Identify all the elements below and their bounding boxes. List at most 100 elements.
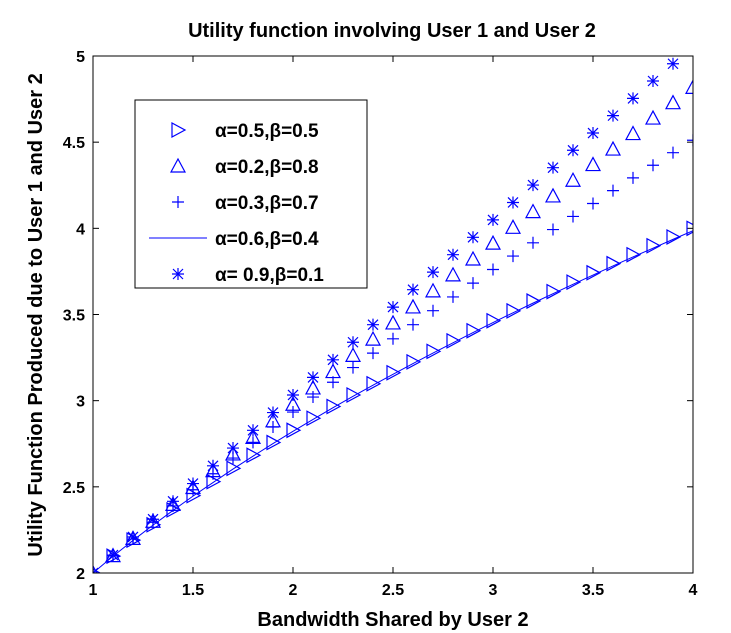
data-point	[467, 277, 479, 290]
data-point	[426, 343, 442, 360]
data-point	[546, 283, 562, 300]
plot-frame	[92, 55, 694, 574]
data-point	[666, 228, 682, 245]
y-tick-label: 5	[76, 49, 85, 66]
data-point	[604, 140, 622, 156]
data-point	[267, 406, 279, 419]
legend-label: α=0.2,β=0.8	[215, 157, 319, 178]
data-point	[627, 92, 639, 105]
data-point	[584, 156, 602, 172]
legend-label: α=0.5,β=0.5	[215, 121, 319, 142]
legend-label: α=0.3,β=0.7	[215, 193, 319, 214]
series-4	[93, 230, 693, 573]
x-tick-label: 4	[689, 582, 698, 599]
chart-title: Utility function involving User 1 and Us…	[188, 20, 596, 42]
data-point	[387, 332, 399, 345]
series-layer	[93, 41, 699, 573]
data-point	[147, 513, 159, 526]
data-point	[424, 282, 442, 298]
data-point	[484, 234, 502, 250]
data-point	[267, 421, 279, 434]
data-point	[207, 459, 219, 472]
data-point	[306, 410, 322, 427]
data-point	[327, 353, 339, 366]
data-point	[466, 322, 482, 339]
y-tick-label: 2	[76, 566, 85, 583]
data-point	[667, 57, 679, 70]
y-axis-label: Utility Function Produced due to User 1 …	[25, 73, 47, 556]
data-point	[404, 298, 422, 314]
data-point	[464, 250, 482, 266]
data-point	[626, 246, 642, 263]
data-point	[307, 391, 319, 404]
legend: α=0.5,β=0.5 α=0.2,β=0.8 α=0.3,β=0.7 α=0.6,β…	[134, 99, 368, 289]
data-point	[467, 231, 479, 244]
data-point	[504, 219, 522, 234]
data-point	[586, 264, 602, 281]
data-point	[364, 330, 382, 346]
data-point	[444, 266, 462, 282]
data-point	[607, 109, 619, 122]
data-point	[386, 364, 402, 381]
series-line	[93, 230, 693, 573]
data-point	[647, 159, 659, 172]
y-tick-label: 4	[76, 221, 85, 238]
y-tick-label: 4.5	[63, 135, 85, 152]
legend-entry: α= 0.9,β=0.1	[172, 265, 324, 286]
data-point	[366, 375, 382, 392]
legend-box	[134, 99, 368, 289]
x-tick-label: 1.5	[182, 582, 204, 599]
data-point	[226, 460, 242, 477]
legend-entry: α=0.2,β=0.8	[169, 157, 319, 178]
y-tick-label: 2.5	[63, 480, 85, 497]
data-point	[506, 302, 522, 319]
data-point	[566, 274, 582, 291]
data-point	[367, 318, 379, 331]
data-point	[667, 146, 679, 159]
data-point	[187, 477, 199, 490]
data-point	[406, 353, 422, 370]
legend-entry: α=0.6,β=0.4	[149, 229, 319, 250]
data-point	[687, 41, 699, 53]
data-point	[347, 336, 359, 349]
data-point	[524, 203, 542, 219]
data-point	[646, 237, 662, 254]
data-point	[427, 266, 439, 279]
data-point	[544, 187, 562, 203]
data-point	[564, 171, 582, 187]
legend-marker	[171, 121, 187, 139]
data-point	[567, 210, 579, 223]
data-point	[606, 255, 622, 272]
data-point	[427, 304, 439, 317]
data-point	[447, 248, 459, 261]
data-point	[167, 495, 179, 508]
data-point	[346, 386, 362, 403]
data-point	[387, 301, 399, 314]
data-point	[547, 161, 559, 174]
series-5	[93, 41, 699, 573]
data-point	[487, 213, 499, 226]
data-point	[647, 74, 659, 87]
data-point	[286, 422, 302, 439]
data-point	[487, 263, 499, 276]
x-tick-label: 1	[89, 582, 98, 599]
legend-entry: α=0.5,β=0.5	[171, 121, 319, 142]
data-point	[266, 434, 282, 451]
data-point	[644, 109, 662, 125]
x-tick-label: 2.5	[382, 582, 404, 599]
data-point	[446, 332, 462, 349]
legend-marker	[169, 157, 187, 173]
data-point	[507, 250, 519, 263]
legend-marker	[172, 268, 184, 280]
y-tick-label: 3	[76, 394, 85, 411]
data-point	[686, 220, 693, 237]
data-point	[344, 347, 362, 362]
data-point	[527, 236, 539, 249]
data-point	[526, 293, 542, 310]
data-point	[587, 197, 599, 210]
data-point	[607, 184, 619, 197]
x-tick-label: 3.5	[582, 582, 604, 599]
data-point	[664, 94, 682, 110]
data-point	[547, 223, 559, 236]
